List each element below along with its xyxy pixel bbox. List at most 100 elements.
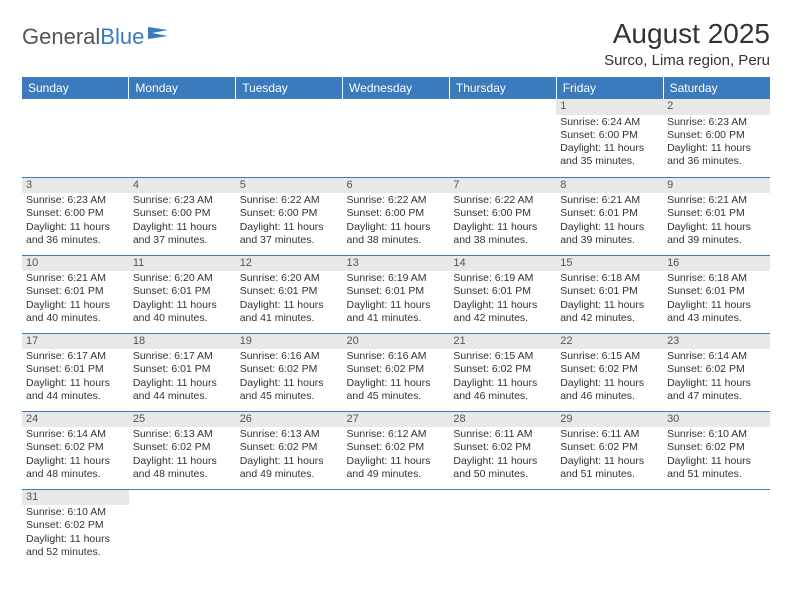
day-content: Sunrise: 6:16 AMSunset: 6:02 PMDaylight:… (236, 349, 343, 406)
calendar-cell: 21Sunrise: 6:15 AMSunset: 6:02 PMDayligh… (449, 333, 556, 411)
calendar-cell: 28Sunrise: 6:11 AMSunset: 6:02 PMDayligh… (449, 411, 556, 489)
day-content: Sunrise: 6:10 AMSunset: 6:02 PMDaylight:… (663, 427, 770, 484)
calendar-table: SundayMondayTuesdayWednesdayThursdayFrid… (22, 77, 770, 567)
day-number: 7 (449, 178, 556, 194)
sunrise-text: Sunrise: 6:14 AM (26, 428, 125, 441)
sunrise-text: Sunrise: 6:15 AM (560, 350, 659, 363)
day-number: 24 (22, 412, 129, 428)
sunset-text: Sunset: 6:01 PM (26, 285, 125, 298)
sunrise-text: Sunrise: 6:21 AM (667, 194, 766, 207)
sunrise-text: Sunrise: 6:19 AM (453, 272, 552, 285)
sunrise-text: Sunrise: 6:16 AM (240, 350, 339, 363)
day-content: Sunrise: 6:17 AMSunset: 6:01 PMDaylight:… (129, 349, 236, 406)
calendar-cell: 22Sunrise: 6:15 AMSunset: 6:02 PMDayligh… (556, 333, 663, 411)
sunset-text: Sunset: 6:00 PM (133, 207, 232, 220)
daylight-text: Daylight: 11 hours and 36 minutes. (667, 142, 766, 168)
day-number: 23 (663, 334, 770, 350)
day-content: Sunrise: 6:13 AMSunset: 6:02 PMDaylight:… (236, 427, 343, 484)
day-number: 9 (663, 178, 770, 194)
daylight-text: Daylight: 11 hours and 49 minutes. (240, 455, 339, 481)
sunrise-text: Sunrise: 6:17 AM (26, 350, 125, 363)
sunset-text: Sunset: 6:02 PM (26, 519, 125, 532)
daylight-text: Daylight: 11 hours and 44 minutes. (26, 377, 125, 403)
calendar-cell: 24Sunrise: 6:14 AMSunset: 6:02 PMDayligh… (22, 411, 129, 489)
sunset-text: Sunset: 6:02 PM (240, 441, 339, 454)
calendar-cell: 4Sunrise: 6:23 AMSunset: 6:00 PMDaylight… (129, 177, 236, 255)
daylight-text: Daylight: 11 hours and 47 minutes. (667, 377, 766, 403)
calendar-row: 17Sunrise: 6:17 AMSunset: 6:01 PMDayligh… (22, 333, 770, 411)
calendar-cell: 11Sunrise: 6:20 AMSunset: 6:01 PMDayligh… (129, 255, 236, 333)
day-content: Sunrise: 6:18 AMSunset: 6:01 PMDaylight:… (556, 271, 663, 328)
day-number: 17 (22, 334, 129, 350)
sunset-text: Sunset: 6:02 PM (26, 441, 125, 454)
calendar-header-row: SundayMondayTuesdayWednesdayThursdayFrid… (22, 77, 770, 99)
daylight-text: Daylight: 11 hours and 37 minutes. (240, 221, 339, 247)
page-header: GeneralBlue August 2025 Surco, Lima regi… (22, 18, 770, 69)
sunrise-text: Sunrise: 6:10 AM (667, 428, 766, 441)
day-number: 18 (129, 334, 236, 350)
day-content: Sunrise: 6:22 AMSunset: 6:00 PMDaylight:… (449, 193, 556, 250)
daylight-text: Daylight: 11 hours and 46 minutes. (560, 377, 659, 403)
title-block: August 2025 Surco, Lima region, Peru (604, 18, 770, 69)
daylight-text: Daylight: 11 hours and 35 minutes. (560, 142, 659, 168)
day-content: Sunrise: 6:11 AMSunset: 6:02 PMDaylight:… (556, 427, 663, 484)
day-content: Sunrise: 6:23 AMSunset: 6:00 PMDaylight:… (663, 115, 770, 172)
daylight-text: Daylight: 11 hours and 42 minutes. (453, 299, 552, 325)
day-content: Sunrise: 6:24 AMSunset: 6:00 PMDaylight:… (556, 115, 663, 172)
sunrise-text: Sunrise: 6:22 AM (240, 194, 339, 207)
calendar-cell: 6Sunrise: 6:22 AMSunset: 6:00 PMDaylight… (343, 177, 450, 255)
sunset-text: Sunset: 6:02 PM (453, 363, 552, 376)
sunrise-text: Sunrise: 6:23 AM (26, 194, 125, 207)
weekday-header: Wednesday (343, 77, 450, 99)
calendar-cell: 10Sunrise: 6:21 AMSunset: 6:01 PMDayligh… (22, 255, 129, 333)
daylight-text: Daylight: 11 hours and 41 minutes. (347, 299, 446, 325)
logo-flag-icon (148, 26, 170, 40)
day-number: 21 (449, 334, 556, 350)
calendar-cell: 13Sunrise: 6:19 AMSunset: 6:01 PMDayligh… (343, 255, 450, 333)
calendar-cell: 18Sunrise: 6:17 AMSunset: 6:01 PMDayligh… (129, 333, 236, 411)
calendar-cell: 2Sunrise: 6:23 AMSunset: 6:00 PMDaylight… (663, 99, 770, 177)
sunset-text: Sunset: 6:02 PM (240, 363, 339, 376)
day-number: 15 (556, 256, 663, 272)
day-number: 25 (129, 412, 236, 428)
day-number: 29 (556, 412, 663, 428)
calendar-cell (236, 489, 343, 567)
sunrise-text: Sunrise: 6:21 AM (26, 272, 125, 285)
weekday-header: Tuesday (236, 77, 343, 99)
day-number: 19 (236, 334, 343, 350)
calendar-cell: 1Sunrise: 6:24 AMSunset: 6:00 PMDaylight… (556, 99, 663, 177)
logo: GeneralBlue (22, 24, 170, 50)
empty-day-header (236, 99, 343, 115)
day-number: 13 (343, 256, 450, 272)
sunset-text: Sunset: 6:01 PM (347, 285, 446, 298)
calendar-cell (129, 489, 236, 567)
day-number: 10 (22, 256, 129, 272)
sunset-text: Sunset: 6:00 PM (347, 207, 446, 220)
sunset-text: Sunset: 6:00 PM (240, 207, 339, 220)
calendar-cell: 17Sunrise: 6:17 AMSunset: 6:01 PMDayligh… (22, 333, 129, 411)
daylight-text: Daylight: 11 hours and 42 minutes. (560, 299, 659, 325)
calendar-cell: 5Sunrise: 6:22 AMSunset: 6:00 PMDaylight… (236, 177, 343, 255)
calendar-cell (236, 99, 343, 177)
calendar-cell: 31Sunrise: 6:10 AMSunset: 6:02 PMDayligh… (22, 489, 129, 567)
weekday-header: Saturday (663, 77, 770, 99)
calendar-cell: 8Sunrise: 6:21 AMSunset: 6:01 PMDaylight… (556, 177, 663, 255)
calendar-row: 1Sunrise: 6:24 AMSunset: 6:00 PMDaylight… (22, 99, 770, 177)
calendar-cell (22, 99, 129, 177)
sunset-text: Sunset: 6:01 PM (560, 285, 659, 298)
day-number: 22 (556, 334, 663, 350)
daylight-text: Daylight: 11 hours and 40 minutes. (26, 299, 125, 325)
sunrise-text: Sunrise: 6:22 AM (347, 194, 446, 207)
daylight-text: Daylight: 11 hours and 38 minutes. (453, 221, 552, 247)
daylight-text: Daylight: 11 hours and 49 minutes. (347, 455, 446, 481)
daylight-text: Daylight: 11 hours and 52 minutes. (26, 533, 125, 559)
sunset-text: Sunset: 6:00 PM (26, 207, 125, 220)
logo-text-blue: Blue (100, 24, 144, 50)
logo-text-general: General (22, 24, 100, 50)
sunrise-text: Sunrise: 6:15 AM (453, 350, 552, 363)
sunset-text: Sunset: 6:01 PM (133, 285, 232, 298)
calendar-cell: 15Sunrise: 6:18 AMSunset: 6:01 PMDayligh… (556, 255, 663, 333)
sunrise-text: Sunrise: 6:16 AM (347, 350, 446, 363)
day-content: Sunrise: 6:12 AMSunset: 6:02 PMDaylight:… (343, 427, 450, 484)
day-content: Sunrise: 6:15 AMSunset: 6:02 PMDaylight:… (556, 349, 663, 406)
